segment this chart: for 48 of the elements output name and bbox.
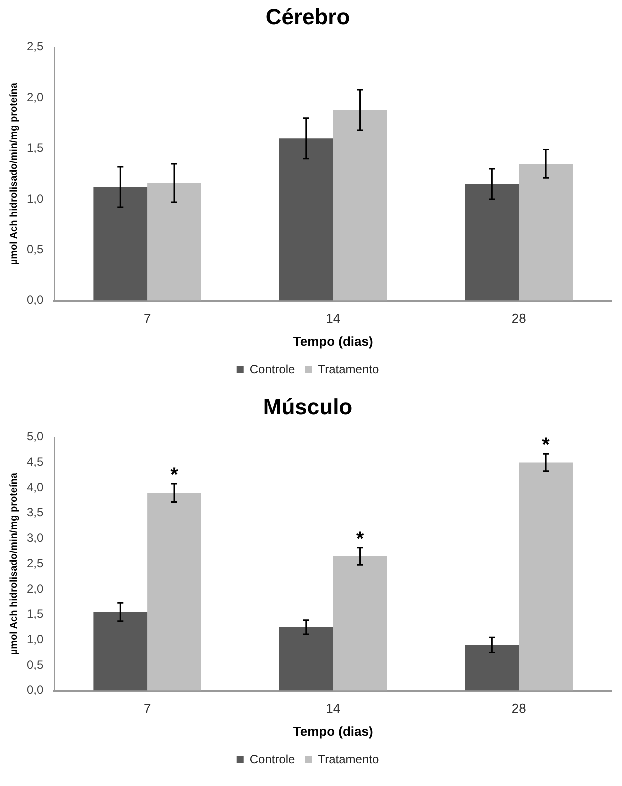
- y-tick-label: 3,5: [26, 506, 44, 520]
- bar: [465, 645, 520, 691]
- y-tick-label: 2,0: [26, 582, 44, 596]
- bar: [94, 612, 148, 691]
- y-tick-label: 1,5: [26, 607, 44, 622]
- bar: [148, 493, 202, 691]
- chart-title: Músculo: [263, 394, 353, 420]
- annotation: *: [170, 464, 179, 487]
- y-tick-label: 4,5: [26, 455, 44, 470]
- y-tick-label: 0,5: [26, 242, 44, 256]
- y-tick-label: 5,0: [26, 430, 44, 444]
- bar: [279, 627, 334, 691]
- y-tick-label: 1,0: [26, 192, 44, 206]
- x-tick-label: 28: [512, 701, 526, 716]
- bar: [279, 138, 334, 301]
- y-tick-label: 1,0: [26, 632, 44, 646]
- y-tick-label: 3,0: [26, 531, 44, 546]
- x-tick-label: 7: [144, 701, 152, 716]
- annotation: *: [356, 528, 364, 550]
- bar: [94, 187, 148, 301]
- chart-title: Cérebro: [266, 4, 350, 30]
- bar: [465, 184, 520, 301]
- x-tick-label: 7: [144, 311, 152, 326]
- bar: [519, 462, 573, 691]
- legend-label: Controle: [250, 362, 296, 376]
- legend-label: Tratamento: [318, 362, 380, 376]
- x-axis-title: Tempo (dias): [293, 334, 374, 349]
- annotation: *: [542, 434, 550, 457]
- y-tick-label: 2,5: [26, 40, 44, 54]
- bar: [333, 110, 388, 301]
- x-axis-title: Tempo (dias): [293, 724, 374, 739]
- y-tick-label: 0,5: [26, 658, 44, 672]
- y-tick-label: 0,0: [26, 683, 44, 698]
- y-tick-label: 0,0: [26, 293, 44, 308]
- x-tick-label: 14: [326, 311, 341, 326]
- y-axis-title: µmol Ach hidrolisado/min/mg proteína: [8, 472, 20, 656]
- y-tick-label: 2,5: [26, 556, 44, 570]
- bar: [148, 183, 202, 301]
- x-tick-label: 14: [326, 701, 341, 716]
- y-tick-label: 1,5: [26, 141, 44, 156]
- bar: [519, 164, 573, 301]
- legend-label: Controle: [250, 752, 296, 766]
- legend-label: Tratamento: [318, 752, 380, 766]
- y-tick-label: 4,0: [26, 480, 44, 494]
- y-tick-label: 2,0: [26, 90, 44, 104]
- x-tick-label: 28: [512, 311, 526, 326]
- bar: [333, 556, 388, 691]
- y-axis-title: µmol Ach hidrolisado/min/mg proteína: [8, 82, 20, 266]
